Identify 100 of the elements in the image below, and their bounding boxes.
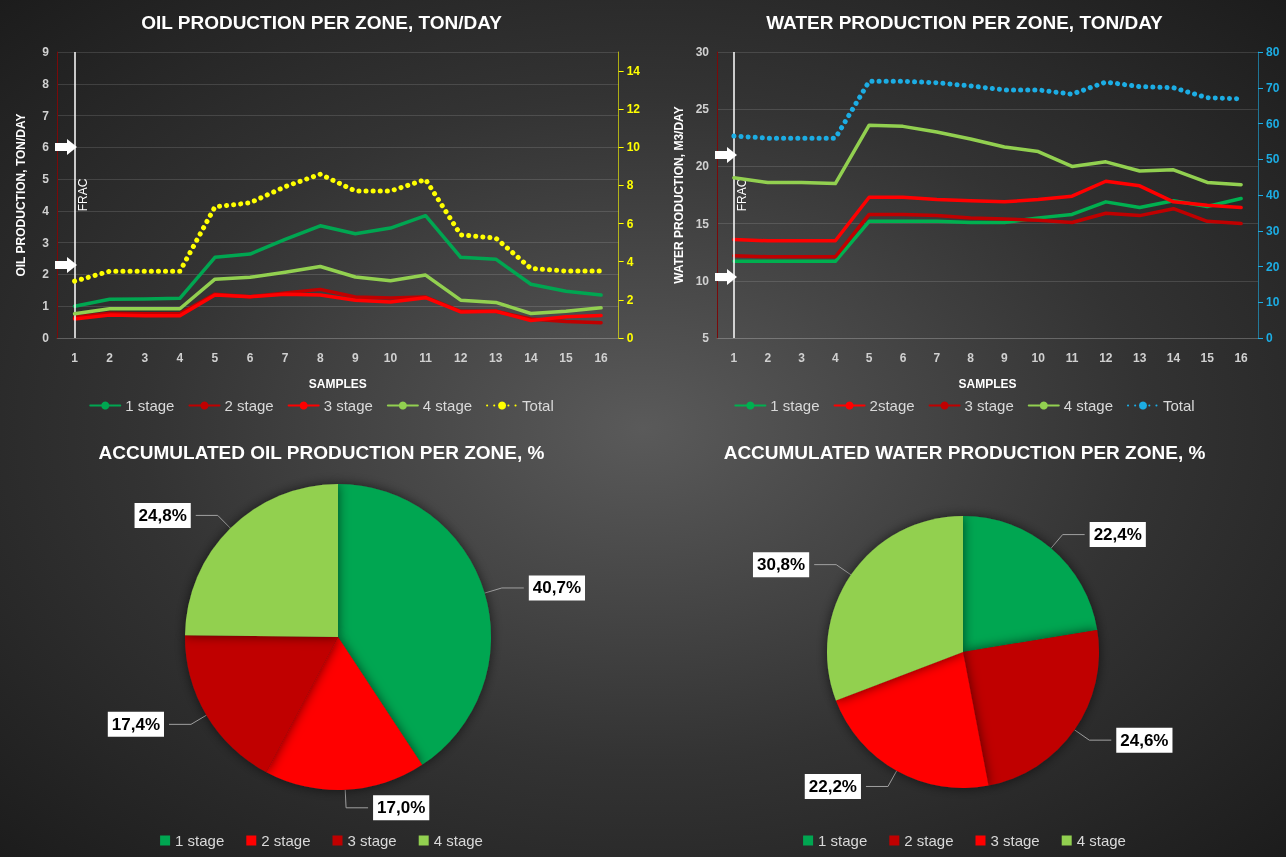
y2-tick-label: 40 bbox=[1266, 188, 1280, 202]
y2-tick-label: 50 bbox=[1266, 152, 1280, 167]
y2-tick-label: 12 bbox=[626, 102, 641, 117]
y-tick-label: 3 bbox=[42, 235, 50, 250]
x-tick-label: 2 bbox=[764, 351, 772, 365]
y2-tick-label: 10 bbox=[626, 140, 641, 155]
x-axis-title: SAMPLES bbox=[308, 377, 367, 391]
y-tick-label: 25 bbox=[695, 102, 710, 117]
y-tick-label: 0 bbox=[42, 331, 50, 345]
legend-label: 2 stage bbox=[261, 832, 311, 849]
x-tick-label: 11 bbox=[419, 351, 433, 365]
x-tick-label: 15 bbox=[1200, 351, 1215, 365]
y2-tick-label: 70 bbox=[1266, 80, 1280, 95]
y2-tick-label: 4 bbox=[626, 254, 634, 269]
x-tick-label: 1 bbox=[730, 351, 738, 365]
x-tick-label: 1 bbox=[71, 351, 79, 365]
line-series bbox=[72, 264, 603, 316]
data-label: 17,4% bbox=[111, 714, 160, 734]
y-tick-label: 2 bbox=[42, 267, 50, 282]
x-axis-title: SAMPLES bbox=[958, 377, 1017, 391]
line-series bbox=[72, 213, 603, 308]
y2-tick-label: 30 bbox=[1266, 223, 1280, 238]
x-tick-label: 16 bbox=[1234, 351, 1249, 365]
data-label: 24,8% bbox=[138, 505, 187, 525]
legend-label: 1 stage bbox=[125, 397, 175, 414]
x-tick-label: 16 bbox=[594, 351, 609, 365]
x-tick-label: 14 bbox=[1166, 351, 1181, 365]
chart-title: ACCUMULATED WATER PRODUCTION PER ZONE, % bbox=[723, 442, 1206, 463]
x-tick-label: 6 bbox=[246, 351, 254, 365]
x-tick-label: 8 bbox=[967, 351, 975, 365]
y-tick-label: 5 bbox=[42, 172, 50, 187]
y-tick-label: 6 bbox=[42, 140, 50, 155]
y-tick-label: 20 bbox=[695, 159, 710, 174]
x-tick-label: 9 bbox=[1001, 351, 1009, 365]
y2-tick-label: 8 bbox=[626, 178, 634, 193]
x-tick-label: 13 bbox=[489, 351, 503, 365]
x-tick-label: 4 bbox=[832, 351, 839, 365]
legend-label: Total bbox=[522, 397, 554, 414]
x-tick-label: 15 bbox=[559, 351, 573, 365]
y2-tick-label: 0 bbox=[1266, 331, 1273, 345]
data-label: 17,0% bbox=[377, 798, 426, 818]
legend-label: 1 stage bbox=[770, 397, 820, 414]
x-tick-label: 2 bbox=[106, 351, 114, 365]
line-series bbox=[732, 179, 1243, 243]
y-tick-label: 10 bbox=[695, 273, 710, 288]
y2-tick-label: 60 bbox=[1266, 116, 1280, 131]
y-axis-title: WATER PRODUCTION, M3/DAY bbox=[671, 106, 686, 284]
x-tick-label: 11 bbox=[1065, 351, 1079, 365]
legend-label: 4 stage bbox=[1076, 832, 1126, 849]
x-tick-label: 4 bbox=[176, 351, 184, 365]
legend-label: 3 stage bbox=[964, 397, 1014, 414]
y-tick-label: 1 bbox=[42, 299, 50, 314]
x-tick-label: 13 bbox=[1132, 351, 1147, 365]
x-tick-label: 3 bbox=[798, 351, 806, 365]
legend-label: 2stage bbox=[869, 397, 915, 414]
y-tick-label: 9 bbox=[42, 45, 50, 59]
x-tick-label: 5 bbox=[865, 351, 873, 365]
y-tick-label: 7 bbox=[42, 108, 50, 123]
legend-label: 2 stage bbox=[224, 397, 274, 414]
x-tick-label: 14 bbox=[524, 351, 538, 365]
chart-title: ACCUMULATED OIL PRODUCTION PER ZONE, % bbox=[98, 442, 545, 463]
data-label: 22,2% bbox=[808, 776, 857, 796]
y2-tick-label: 80 bbox=[1266, 45, 1280, 59]
data-label: 22,4% bbox=[1093, 525, 1142, 545]
y2-tick-label: 14 bbox=[626, 64, 641, 79]
y2-tick-label: 2 bbox=[626, 292, 634, 307]
data-label: 40,7% bbox=[532, 578, 582, 598]
chart-title: WATER PRODUCTION PER ZONE, TON/DAY bbox=[766, 12, 1164, 33]
y-axis-title: OIL PRODUCTION, TON/DAY bbox=[14, 113, 28, 277]
y-tick-label: 4 bbox=[42, 203, 50, 218]
legend-label: 4 stage bbox=[1063, 397, 1113, 414]
y-tick-label: 5 bbox=[702, 331, 710, 345]
x-tick-label: 10 bbox=[1031, 351, 1046, 365]
x-tick-label: 12 bbox=[1099, 351, 1113, 365]
ref-line-label: FRAC bbox=[734, 178, 749, 212]
legend-label: 1 stage bbox=[818, 832, 868, 849]
y-tick-label: 8 bbox=[42, 76, 50, 91]
y-tick-label: 15 bbox=[695, 216, 710, 231]
x-tick-label: 5 bbox=[211, 351, 219, 365]
x-tick-label: 7 bbox=[933, 351, 941, 365]
x-tick-label: 8 bbox=[316, 351, 324, 365]
legend-label: 3 stage bbox=[990, 832, 1040, 849]
x-tick-label: 3 bbox=[141, 351, 149, 365]
legend-label: 3 stage bbox=[323, 397, 373, 414]
ref-line-label: FRAC bbox=[75, 178, 90, 212]
y2-tick-label: 6 bbox=[626, 216, 634, 231]
x-tick-label: 10 bbox=[383, 351, 398, 365]
chart-title: OIL PRODUCTION PER ZONE, TON/DAY bbox=[141, 12, 503, 33]
legend-label: Total bbox=[1162, 397, 1195, 414]
legend-label: 4 stage bbox=[433, 832, 483, 849]
data-label: 24,6% bbox=[1120, 730, 1169, 750]
x-tick-label: 9 bbox=[352, 351, 360, 365]
x-tick-label: 7 bbox=[281, 351, 289, 365]
data-label: 30,8% bbox=[756, 555, 806, 575]
x-tick-label: 6 bbox=[899, 351, 907, 365]
legend-label: 3 stage bbox=[347, 832, 397, 849]
x-tick-label: 12 bbox=[454, 351, 468, 365]
y-tick-label: 30 bbox=[695, 45, 710, 59]
y2-tick-label: 10 bbox=[1266, 295, 1280, 310]
legend-label: 4 stage bbox=[422, 397, 473, 414]
